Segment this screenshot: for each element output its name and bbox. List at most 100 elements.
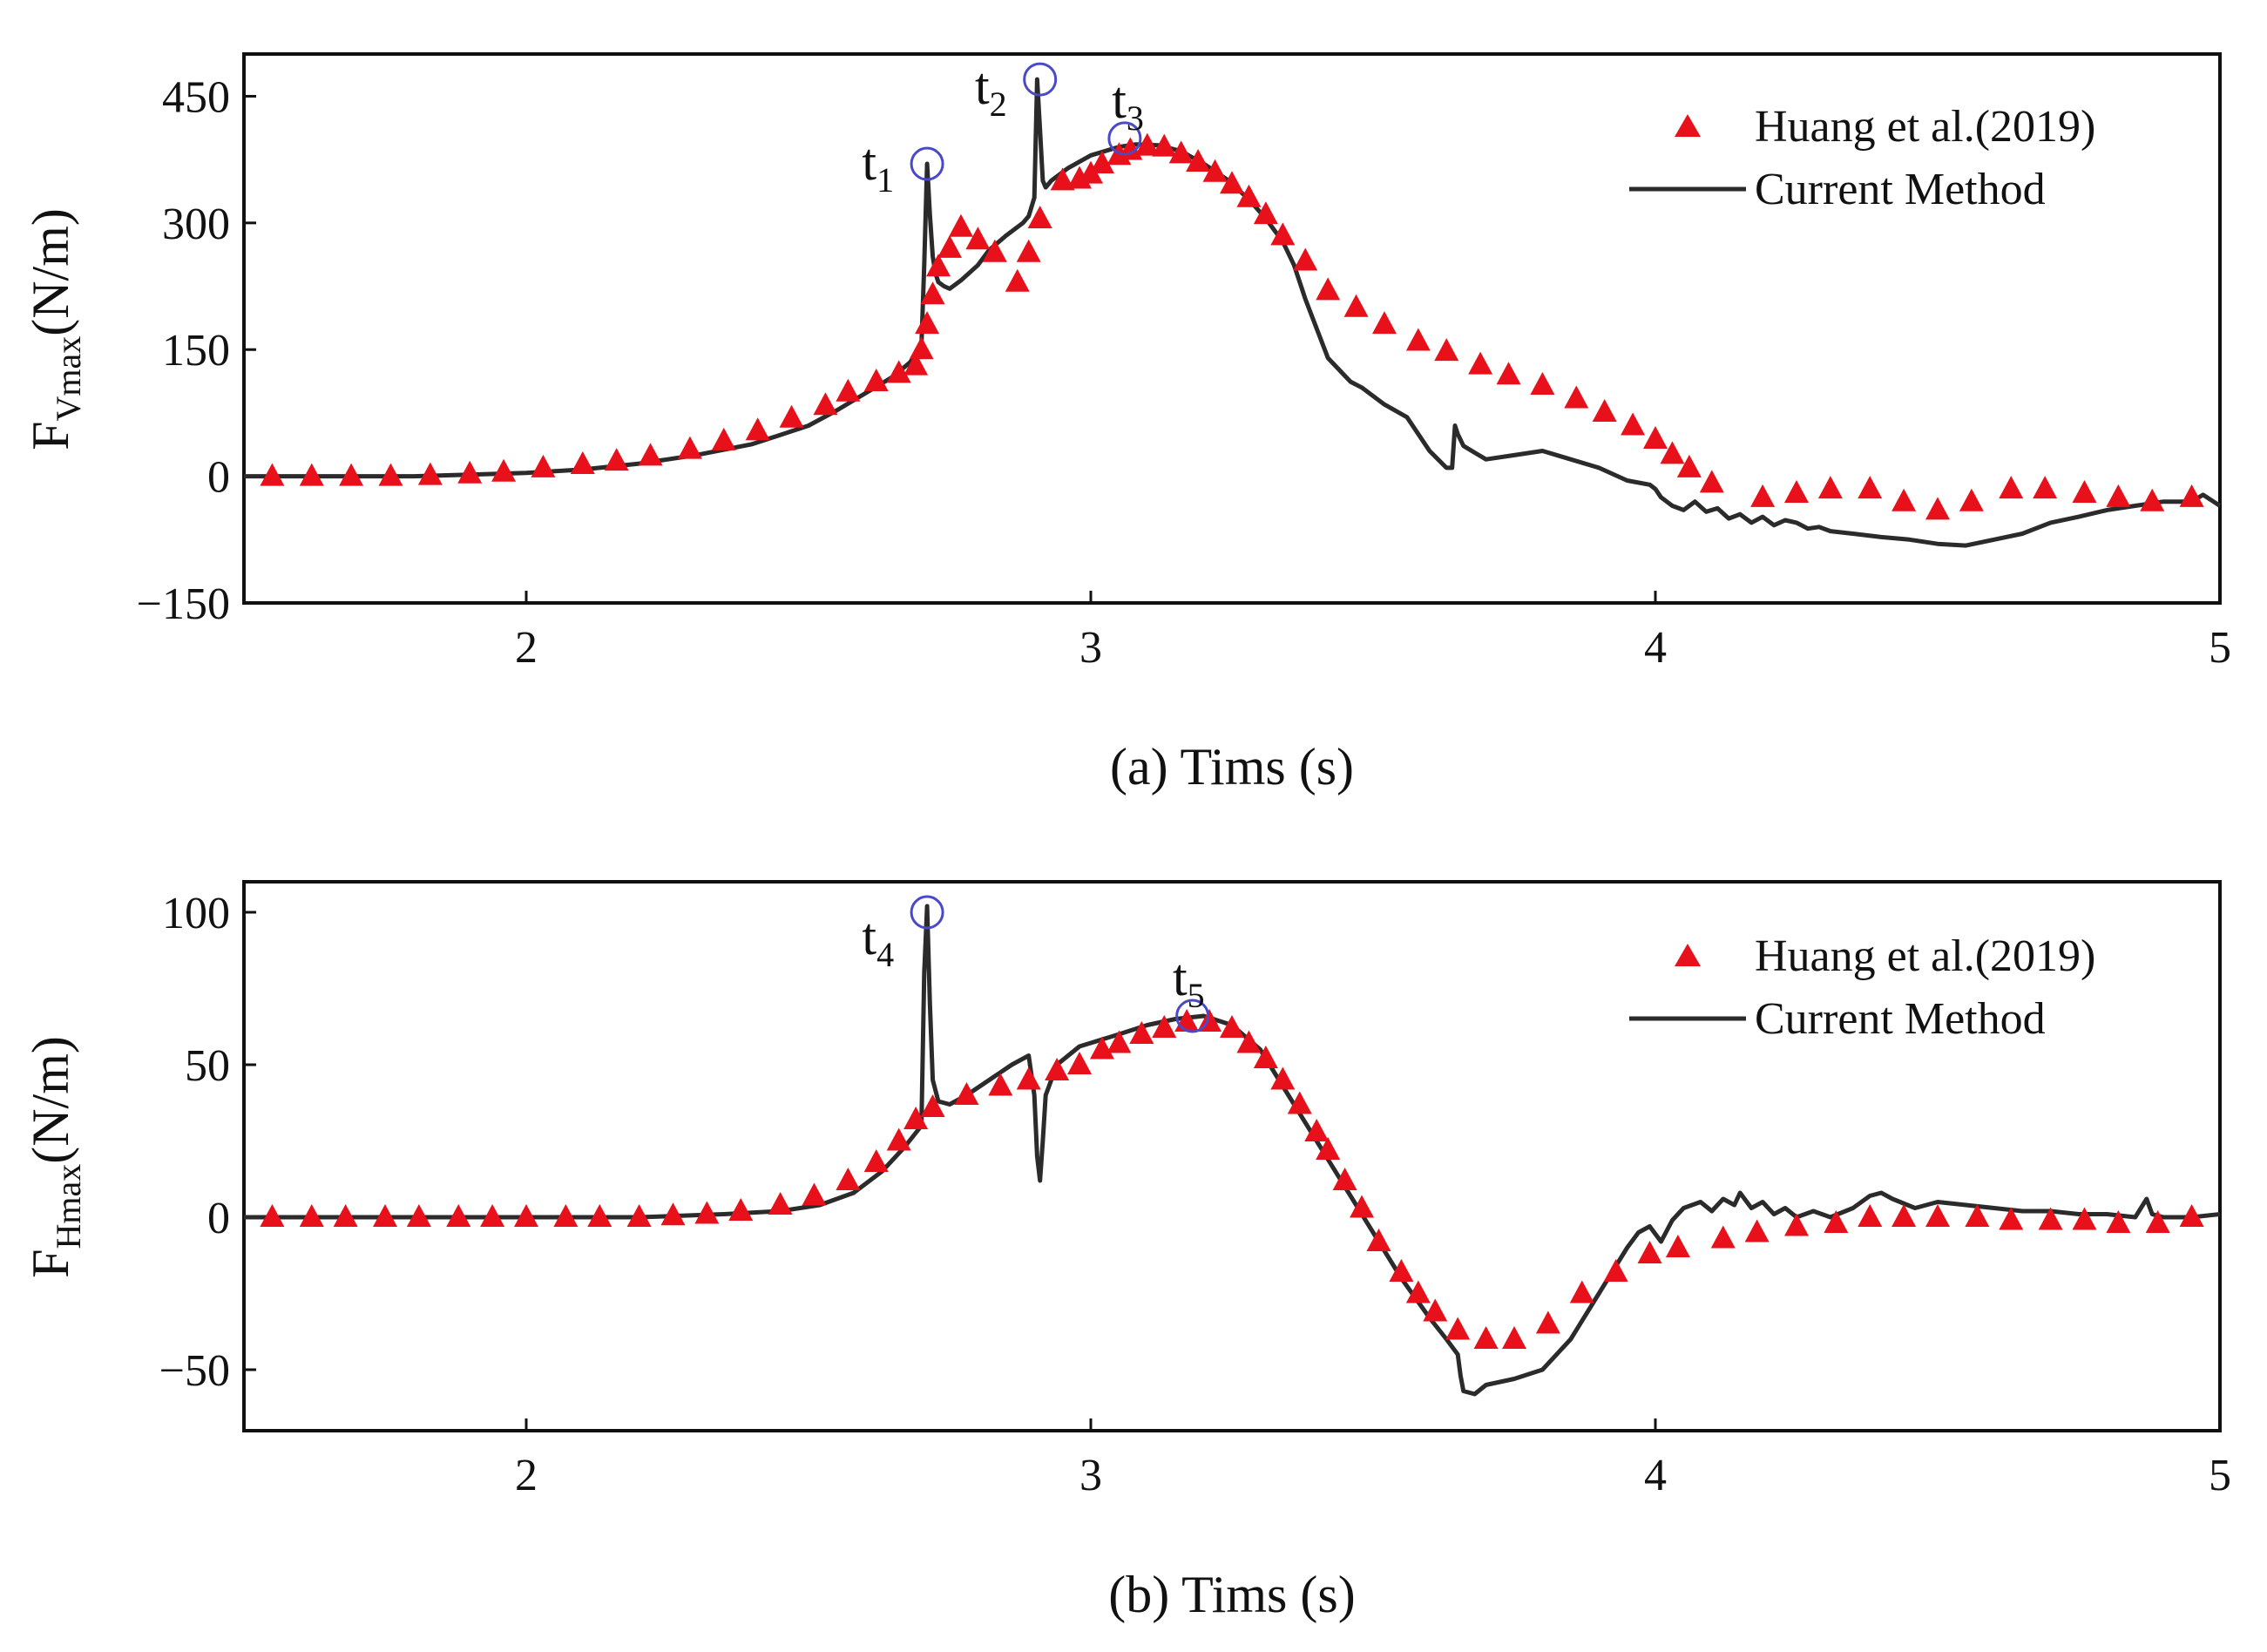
- ticks-a: 2 3 4 5 −150 0 150 300 450: [137, 72, 2231, 673]
- huang-data-point-a: [1699, 470, 1724, 493]
- huang-data-point-a: [457, 460, 483, 484]
- huang-data-point-b: [299, 1204, 324, 1227]
- huang-data-point-a: [531, 454, 556, 477]
- huang-data-point-b: [1389, 1259, 1414, 1282]
- annotation-circle-a: [1107, 121, 1142, 156]
- y-tick-label-b: −50: [159, 1346, 230, 1396]
- huang-data-point-b: [1858, 1204, 1883, 1227]
- huang-data-point-a: [638, 443, 663, 466]
- huang-data-point-a: [745, 417, 770, 441]
- current-method-line-b: [244, 904, 2221, 1397]
- huang-data-point-b: [2072, 1207, 2097, 1230]
- legend-label-current-b: Current Method: [1755, 994, 2046, 1044]
- y-tick-label-a: −150: [137, 579, 230, 629]
- annotation-label-b: t5: [1173, 949, 1205, 1015]
- huang-data-point-b: [728, 1198, 754, 1221]
- ticks-b: 2 3 4 5 −50 0 50 100: [159, 889, 2231, 1500]
- x-tick-label-b: 3: [1079, 1451, 1102, 1500]
- series-markers-a: [260, 132, 2204, 520]
- huang-data-point-a: [1168, 140, 1194, 164]
- huang-data-point-a: [299, 463, 324, 486]
- huang-data-point-a: [813, 392, 838, 416]
- huang-data-point-b: [836, 1168, 861, 1190]
- annotation-circle-b: [910, 895, 944, 930]
- huang-data-point-a: [1134, 132, 1160, 156]
- huang-data-point-a: [1434, 338, 1459, 362]
- huang-data-point-a: [1005, 268, 1030, 292]
- huang-data-point-a: [1089, 151, 1114, 173]
- huang-data-point-a: [1202, 159, 1228, 182]
- huang-data-point-a: [1405, 328, 1431, 351]
- huang-data-point-b: [1637, 1241, 1662, 1263]
- huang-data-point-a: [982, 239, 1007, 262]
- huang-data-point-a: [1270, 222, 1296, 246]
- huang-data-point-a: [1186, 149, 1211, 173]
- series-line-b: [244, 904, 2221, 1397]
- huang-data-point-a: [260, 463, 285, 486]
- y-axis-title-a: FVmax(N/m): [22, 208, 88, 450]
- huang-data-point-a: [1496, 362, 1521, 385]
- huang-data-point-b: [1316, 1137, 1341, 1160]
- huang-data-point-a: [491, 458, 517, 482]
- huang-data-point-b: [260, 1204, 285, 1227]
- huang-data-point-a: [1050, 167, 1075, 191]
- huang-data-point-a: [1468, 351, 1493, 375]
- huang-data-point-b: [1423, 1298, 1448, 1322]
- x-tick-label-b: 2: [515, 1451, 538, 1500]
- huang-data-point-b: [1784, 1213, 1809, 1236]
- huang-data-point-b: [903, 1107, 929, 1129]
- huang-data-point-b: [1287, 1091, 1312, 1114]
- annotation-label-a: t3: [1112, 71, 1144, 138]
- huang-data-point-b: [1236, 1030, 1262, 1053]
- legend-label-huang-a: Huang et al.(2019): [1755, 102, 2095, 152]
- huang-data-point-a: [965, 227, 991, 250]
- huang-data-point-b: [626, 1204, 652, 1227]
- huang-data-point-b: [1502, 1326, 1526, 1349]
- huang-data-point-b: [1350, 1195, 1375, 1218]
- annotation-label-a: t2: [975, 58, 1007, 124]
- series-markers-b: [260, 1009, 2204, 1349]
- huang-data-point-b: [333, 1204, 358, 1227]
- huang-data-point-a: [1371, 311, 1397, 335]
- plot-frame-a: [242, 52, 2222, 605]
- annotations-b: t4 t5: [862, 895, 1210, 1033]
- huang-data-point-b: [514, 1204, 538, 1227]
- huang-data-point-a: [2106, 484, 2131, 507]
- huang-data-point-b: [1152, 1015, 1177, 1038]
- huang-data-point-a: [1621, 412, 1646, 436]
- huang-data-point-a: [915, 311, 940, 335]
- huang-data-point-a: [1660, 441, 1685, 464]
- huang-data-point-a: [1592, 398, 1617, 422]
- y-tick-label-b: 0: [207, 1194, 230, 1243]
- huang-data-point-b: [2179, 1204, 2204, 1227]
- huang-data-point-b: [2038, 1207, 2063, 1230]
- huang-data-point-b: [1569, 1280, 1594, 1303]
- huang-data-point-b: [553, 1204, 579, 1227]
- legend-marker-icon-a: [1675, 114, 1701, 137]
- huang-data-point-b: [1220, 1015, 1244, 1038]
- huang-data-point-b: [1999, 1207, 2024, 1230]
- huang-data-point-b: [1473, 1326, 1499, 1349]
- huang-data-point-b: [1045, 1058, 1070, 1080]
- huang-data-point-a: [1564, 385, 1589, 409]
- huang-data-point-b: [1824, 1210, 1849, 1233]
- x-tick-label-a: 3: [1079, 623, 1102, 673]
- huang-data-point-a: [1530, 371, 1555, 395]
- huang-data-point-a: [1643, 425, 1668, 449]
- huang-data-point-a: [1016, 239, 1041, 262]
- y-tick-label-b: 100: [162, 889, 230, 938]
- y-axis-title-b: FHmax(N/m): [22, 1036, 88, 1278]
- huang-data-point-b: [587, 1204, 612, 1227]
- annotations-a: t1 t2 t3: [862, 58, 1143, 200]
- huang-data-point-b: [1535, 1310, 1560, 1334]
- huang-data-point-b: [802, 1182, 827, 1206]
- panel-b: 2 3 4 5 −50 0 50 100 t4 t5 FHmax(N/m) Huang et a…: [22, 880, 2231, 1623]
- huang-data-point-b: [480, 1204, 505, 1227]
- huang-data-point-b: [1253, 1046, 1278, 1068]
- huang-data-point-b: [954, 1082, 979, 1105]
- series-line-a: [244, 77, 2222, 548]
- y-tick-label-a: 150: [162, 326, 230, 376]
- huang-data-point-a: [926, 254, 951, 277]
- huang-data-point-b: [373, 1204, 397, 1227]
